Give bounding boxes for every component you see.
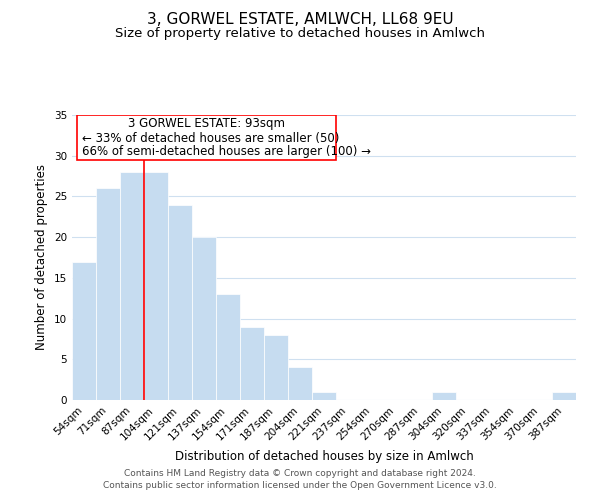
Bar	[432, 392, 456, 400]
Text: Contains public sector information licensed under the Open Government Licence v3: Contains public sector information licen…	[103, 481, 497, 490]
Bar	[216, 294, 240, 400]
Bar	[96, 188, 120, 400]
Bar	[312, 392, 336, 400]
Bar	[192, 237, 216, 400]
Text: 66% of semi-detached houses are larger (100) →: 66% of semi-detached houses are larger (…	[82, 145, 371, 158]
Text: 3 GORWEL ESTATE: 93sqm: 3 GORWEL ESTATE: 93sqm	[128, 116, 285, 130]
Bar	[168, 204, 192, 400]
Text: Contains HM Land Registry data © Crown copyright and database right 2024.: Contains HM Land Registry data © Crown c…	[124, 468, 476, 477]
Text: Size of property relative to detached houses in Amlwch: Size of property relative to detached ho…	[115, 28, 485, 40]
Bar	[72, 262, 96, 400]
Bar	[288, 368, 312, 400]
Bar	[144, 172, 168, 400]
X-axis label: Distribution of detached houses by size in Amlwch: Distribution of detached houses by size …	[175, 450, 473, 463]
Bar	[552, 392, 576, 400]
Bar	[240, 326, 264, 400]
FancyBboxPatch shape	[77, 115, 336, 160]
Y-axis label: Number of detached properties: Number of detached properties	[35, 164, 49, 350]
Text: ← 33% of detached houses are smaller (50): ← 33% of detached houses are smaller (50…	[82, 132, 339, 145]
Text: 3, GORWEL ESTATE, AMLWCH, LL68 9EU: 3, GORWEL ESTATE, AMLWCH, LL68 9EU	[146, 12, 454, 28]
Bar	[120, 172, 144, 400]
Bar	[264, 335, 288, 400]
